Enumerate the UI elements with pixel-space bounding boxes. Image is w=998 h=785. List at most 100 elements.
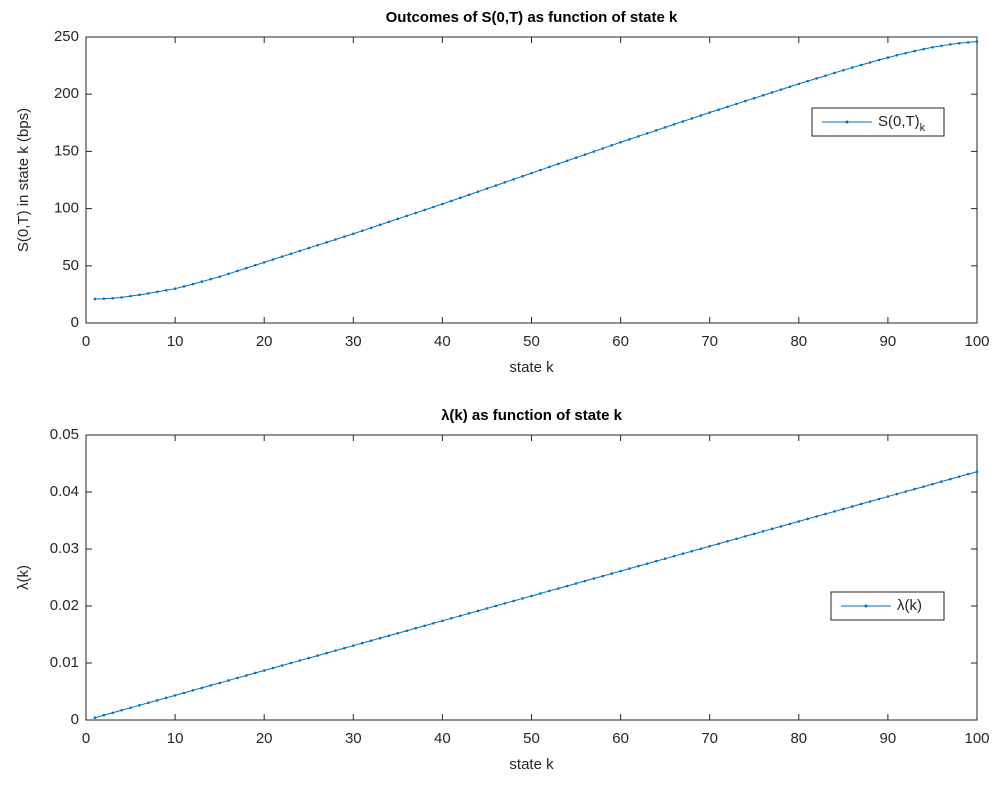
data-point: [494, 184, 498, 187]
data-point: [360, 229, 364, 233]
data-point: [191, 689, 195, 692]
data-point: [717, 108, 720, 111]
data-point: [441, 202, 444, 206]
data-point: [530, 594, 533, 598]
data-point: [485, 187, 489, 190]
data-point: [619, 140, 622, 144]
data-point: [298, 249, 302, 253]
data-point: [610, 144, 613, 147]
data-point: [120, 296, 123, 299]
data-point: [262, 261, 266, 264]
data-point: [387, 220, 391, 224]
data-point: [512, 178, 515, 181]
data-point: [752, 96, 756, 100]
data-point: [797, 520, 801, 523]
data-point: [173, 694, 177, 697]
y-axis-label: λ(k): [15, 565, 32, 590]
x-tick-label: 70: [701, 333, 718, 350]
data-point: [262, 669, 266, 672]
data-point: [369, 226, 373, 230]
data-point: [173, 287, 177, 290]
x-tick-label: 90: [880, 333, 897, 350]
data-point: [948, 477, 952, 481]
y-tick-label: 100: [54, 200, 79, 217]
data-point: [209, 684, 213, 687]
data-point: [102, 297, 106, 301]
data-point: [494, 604, 498, 608]
data-point: [164, 288, 168, 292]
data-point: [155, 699, 159, 702]
y-tick-label: 0.01: [50, 654, 79, 671]
x-tick-label: 0: [82, 730, 90, 747]
data-point: [209, 277, 213, 281]
data-point: [343, 646, 346, 650]
data-point: [138, 703, 141, 707]
data-point: [467, 193, 471, 197]
data-point: [628, 137, 631, 141]
x-tick-label: 10: [167, 333, 184, 350]
data-point: [164, 696, 168, 700]
data-point: [280, 664, 284, 667]
data-point: [539, 592, 542, 595]
y-tick-label: 0.02: [50, 597, 79, 614]
data-point: [458, 196, 462, 200]
data-point: [334, 649, 337, 652]
x-tick-label: 10: [167, 730, 184, 747]
y-tick-label: 0.03: [50, 540, 79, 557]
data-point: [904, 51, 908, 55]
data-point: [957, 41, 961, 45]
data-point: [637, 134, 640, 138]
data-point: [458, 614, 462, 618]
data-point: [761, 530, 765, 533]
data-point: [280, 255, 284, 258]
data-point: [245, 266, 248, 270]
y-tick-label: 50: [62, 257, 79, 274]
data-point: [423, 208, 426, 212]
data-point: [182, 285, 186, 288]
data-point: [806, 517, 810, 521]
data-point: [120, 708, 123, 712]
data-point: [717, 542, 720, 546]
data-point: [699, 547, 703, 551]
y-tick-label: 250: [54, 28, 79, 45]
y-tick-label: 200: [54, 85, 79, 102]
data-point: [770, 527, 774, 531]
data-point: [476, 609, 480, 613]
data-point: [111, 296, 115, 300]
data-point: [405, 214, 409, 218]
data-point: [369, 639, 373, 642]
data-point: [467, 612, 471, 615]
data-point: [111, 711, 115, 715]
y-tick-label: 150: [54, 142, 79, 159]
data-point: [931, 45, 934, 49]
data-point: [726, 539, 729, 543]
data-point: [503, 181, 507, 184]
data-point: [770, 91, 774, 94]
data-point: [681, 552, 685, 555]
data-point: [859, 502, 863, 506]
data-point: [191, 282, 195, 286]
data-point: [654, 559, 658, 563]
data-point: [352, 232, 355, 236]
data-point: [833, 71, 836, 75]
data-point: [628, 567, 631, 570]
x-tick-label: 80: [790, 333, 807, 350]
y-tick-label: 0: [71, 711, 79, 728]
data-point: [476, 190, 480, 193]
data-point: [218, 275, 221, 278]
data-point: [334, 238, 337, 241]
data-point: [352, 644, 355, 647]
data-point: [610, 572, 613, 575]
data-point: [155, 290, 159, 294]
data-point: [806, 79, 810, 83]
data-point: [922, 485, 925, 488]
data-point: [654, 129, 658, 132]
data-point: [253, 671, 257, 675]
data-point: [815, 77, 818, 80]
legend-label: S(0,T)k: [878, 113, 926, 134]
data-point: [966, 472, 970, 476]
data-point: [93, 297, 97, 301]
data-point: [298, 659, 302, 662]
data-point: [450, 617, 453, 620]
data-point: [850, 66, 854, 69]
